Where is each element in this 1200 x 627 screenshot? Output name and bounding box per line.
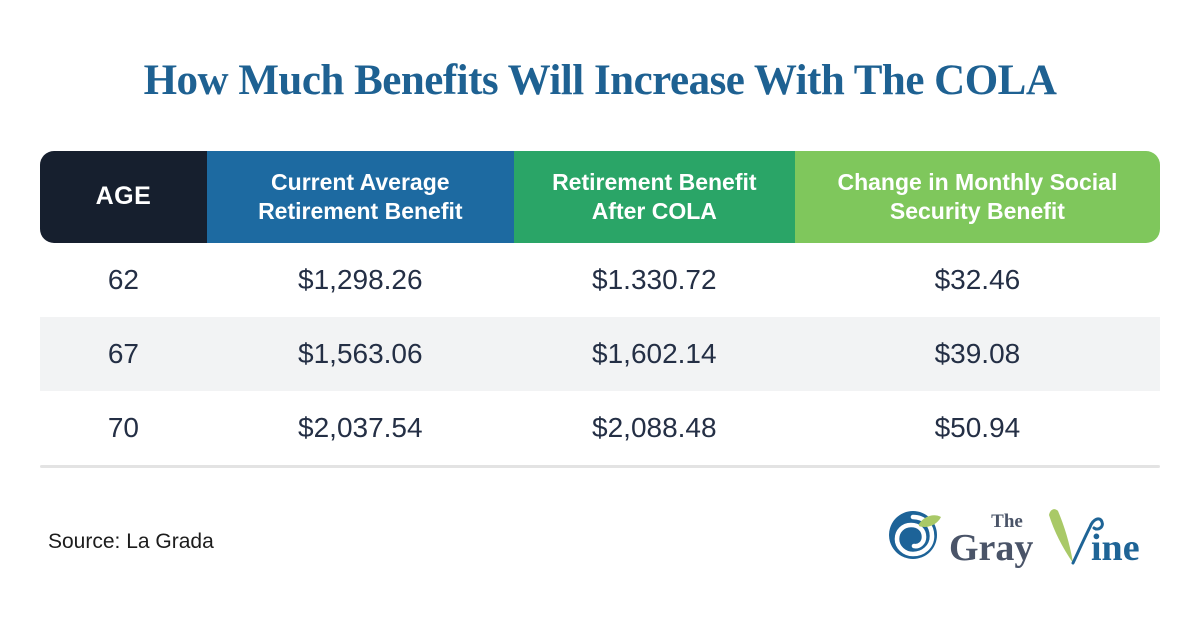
cell-change: $50.94 [934,412,1021,443]
header-cell-change: Change in Monthly Social Security Benefi… [794,151,1160,243]
cell-age: 67 [107,338,140,369]
table-row: 70 $2,037.54 $2,088.48 $50.94 [40,391,1160,465]
cell-current-benefit: $1,298.26 [298,264,423,295]
cell-age: 70 [107,412,140,443]
source-note: Source: La Grada [48,530,214,553]
cell-after-cola: $1.330.72 [592,264,717,295]
logo-text-ine: ine [1091,527,1140,569]
cell-after-cola: $2,088.48 [592,412,717,443]
cell-current-benefit: $2,037.54 [298,412,423,443]
cell-current-benefit: $1,563.06 [298,338,423,369]
table-header-row: AGE Current Average Retirement Benefit R… [40,151,1160,243]
table-row: 67 $1,563.06 $1,602.14 $39.08 [40,317,1160,391]
logo-text-the: The [991,511,1023,532]
table-bottom-divider [40,465,1160,468]
cell-change: $39.08 [934,338,1021,369]
page-title: How Much Benefits Will Increase With The… [143,57,1057,104]
header-cell-current-benefit: Current Average Retirement Benefit [206,151,514,243]
logo-text-gray: Gray [949,527,1033,569]
cell-change: $32.46 [934,264,1021,295]
grayvine-spiral-icon [889,511,941,559]
cell-after-cola: $1,602.14 [592,338,717,369]
leaf-icon [919,515,941,527]
cell-age: 62 [107,264,140,295]
header-cell-after-cola: Retirement Benefit After COLA [513,151,795,243]
header-cell-age: AGE [40,151,207,243]
benefits-table: AGE Current Average Retirement Benefit R… [40,151,1160,468]
table-row: 62 $1,298.26 $1.330.72 $32.46 [40,243,1160,317]
vine-v-icon [1049,509,1104,565]
grayvine-logo: The Gray ine [879,497,1164,597]
